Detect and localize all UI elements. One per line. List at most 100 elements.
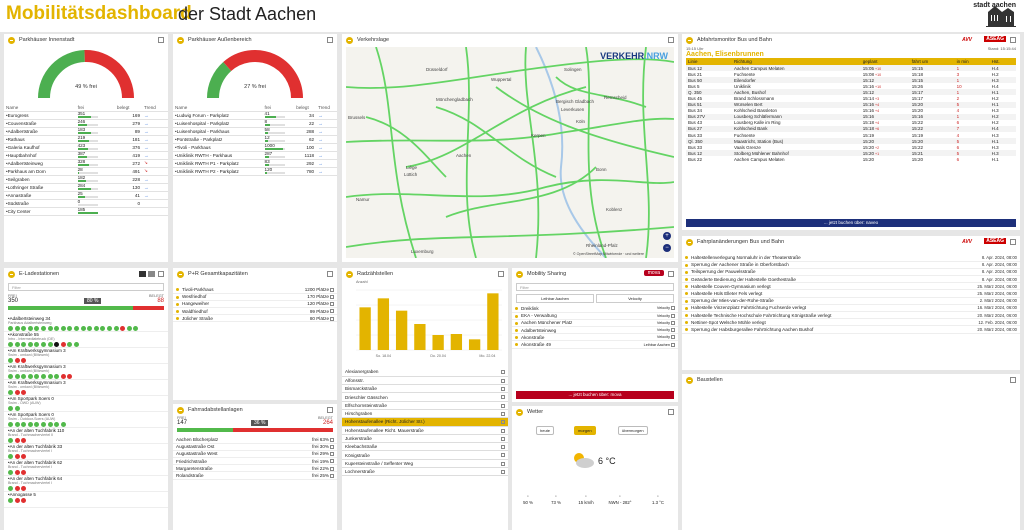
checkbox-icon[interactable]	[501, 428, 505, 433]
parking-row[interactable]: •Uniklinik RWTH - Parkhaus 287 1118 →	[173, 151, 337, 160]
change-row[interactable]: Haltestelle Couven-Gymnasium verlegt 25. …	[682, 282, 1020, 291]
change-row[interactable]: Sperrung der Habsburgerallee Fahrtrichtu…	[682, 325, 1020, 334]
change-row[interactable]: Sperrung der Mies-van-der-Rohe-Straße 2. …	[682, 297, 1020, 305]
station-item[interactable]: •An der alten Tuchfabrik 64 Brand - Tuchm…	[4, 476, 168, 492]
checkbox-icon[interactable]	[671, 306, 675, 311]
zoom-in-button[interactable]: +	[663, 232, 671, 240]
station-item[interactable]: •An der alten Tuchfabrik 33 Brand - Tuchm…	[4, 444, 168, 460]
checkbox-icon[interactable]	[671, 342, 675, 347]
checkbox-icon[interactable]	[501, 378, 505, 383]
departure-row[interactable]: Bus 5 Uniklinik 15:16+10 15:26 10 H.4	[686, 83, 1016, 89]
counter-row[interactable]: Alexianergraben	[342, 368, 508, 377]
checkbox-icon[interactable]	[501, 395, 505, 400]
checkbox-icon[interactable]	[330, 445, 334, 450]
widget-menu-button[interactable]	[327, 37, 333, 43]
checkbox-icon[interactable]	[330, 459, 334, 464]
checkbox-icon[interactable]	[501, 445, 505, 450]
sharing-row[interactable]: Akonstraße Velocity	[512, 333, 678, 342]
departure-row[interactable]: Bus 21 Fuchsente 15:08+10 15:18 3 H.2	[686, 71, 1016, 77]
departure-row[interactable]: Bus 50 Eilendorfer 15:12 15:15 1 H.3	[686, 77, 1016, 84]
departure-row[interactable]: Ql. 350 Maastricht, Station (Bus) 15:20 15:…	[686, 138, 1016, 145]
checkbox-icon[interactable]	[501, 453, 505, 458]
departure-row[interactable]: Bus 43 Lousberg Kalle im Ring 15:18+4 15:22…	[686, 120, 1016, 126]
counter-row[interactable]: Elfschornsteinstraße	[342, 401, 508, 411]
counter-row[interactable]: Königstraße	[342, 450, 508, 460]
parking-row[interactable]: •Pontstraße - Parkplatz 12 62 →	[173, 135, 337, 144]
checkbox-icon[interactable]	[671, 328, 675, 333]
departure-row[interactable]: Bus 33 Fuchsente 15:19 15:19 4 H.3	[686, 132, 1016, 138]
widget-menu-button[interactable]	[498, 271, 504, 277]
counter-row[interactable]: Hohenstaufenallee (Richt. Jülicher Str.)	[342, 417, 508, 427]
parking-row[interactable]: •Uniklinik RWTH P2 - Parkplatz 120 780 →	[173, 167, 337, 176]
weather-tab[interactable]: übermorgen	[618, 426, 648, 435]
counter-row[interactable]: Hohenstaufenallee Richt. Mauerstraße	[342, 426, 508, 435]
park-ride-row[interactable]: Wesfriedhof 170 Plätze	[173, 293, 337, 301]
parking-row[interactable]: •Adalbertsteinweg 328 272 ↘	[4, 159, 168, 168]
city-logo[interactable]: stadt aachen	[966, 2, 1016, 30]
sharing-row[interactable]: Akonstraße 49 Leihbar Aachen	[512, 340, 678, 349]
parking-row[interactable]: •Parkhaus am Dom 28 491 ↘	[4, 167, 168, 176]
checkbox-icon[interactable]	[330, 302, 334, 307]
widget-menu-button[interactable]	[1010, 239, 1016, 245]
parking-row[interactable]: •Luisenhospital - Parkhaus 58 288 →	[173, 127, 337, 136]
parking-row[interactable]: •Seilgraben 182 228 →	[4, 175, 168, 184]
departure-row[interactable]: Bus 22 Aachen Campus Melaten 15:20 15:20 6 H.…	[686, 156, 1016, 162]
checkbox-icon[interactable]	[501, 387, 505, 392]
checkbox-icon[interactable]	[330, 452, 334, 457]
parking-row[interactable]: •Luisenhospital - Parkplatz 8 22 →	[173, 119, 337, 128]
change-row[interactable]: Teilsperrung der Pauwelsstraße 8. Apr. 20…	[682, 268, 1020, 277]
widget-menu-button[interactable]	[668, 37, 674, 43]
sharing-filter-input[interactable]: Filter	[516, 283, 674, 291]
parking-row[interactable]: •Ludwig Forum - Parkplatz 41 34 →	[173, 111, 337, 120]
parking-row[interactable]: •Galeria Kaufhof 423 376 →	[4, 143, 168, 152]
change-row[interactable]: Haltestellenverlegung Normaluhr in der T…	[682, 254, 1020, 262]
list-view-icon[interactable]	[139, 271, 146, 277]
counter-bar[interactable]	[468, 339, 481, 350]
map-view-icon[interactable]	[148, 271, 155, 277]
counter-bar[interactable]	[414, 324, 426, 350]
counter-bar[interactable]	[359, 307, 371, 350]
counter-bar[interactable]	[432, 335, 444, 350]
change-row[interactable]: Sperrung der Aachener Straße in Oberfors…	[682, 261, 1020, 269]
station-item[interactable]: •Am Kraftwerksgymnasium 3 Swim - omkanl (…	[4, 380, 168, 396]
departure-row[interactable]: Bus 12 Aachen Campus Melaten 15:05+10 15:15…	[686, 65, 1016, 72]
station-item[interactable]: •Adalbertsteinweg 34 Parkhaus Adalbertste…	[4, 316, 168, 332]
park-ride-row[interactable]: Waldfriedhof 99 Plätze	[173, 307, 337, 316]
station-item[interactable]: •Am Kraftwerksgymnasium 3 Swim - omkanl (…	[4, 348, 168, 364]
checkbox-icon[interactable]	[501, 403, 505, 408]
departure-row[interactable]: Bus 51 Würselen Bert 15:16+4 15:20 5 H.1	[686, 101, 1016, 108]
widget-menu-button[interactable]	[327, 407, 333, 413]
bike-row[interactable]: Augustastraße Ost frei 30%	[173, 443, 337, 451]
checkbox-icon[interactable]	[671, 335, 675, 340]
bike-row[interactable]: Aachen Blücherplatz frei 63%	[173, 436, 337, 444]
park-ride-row[interactable]: Jülicher Straße 80 Plätze	[173, 314, 337, 323]
station-item[interactable]: •Akonstraße 55 Intro - Intermediatetruck …	[4, 332, 168, 348]
weather-tab[interactable]: heute	[536, 426, 555, 435]
mova-book-button[interactable]: ... jetzt buchen über: mova	[516, 391, 674, 399]
counter-bar[interactable]	[395, 310, 408, 350]
widget-menu-button[interactable]	[668, 271, 674, 277]
sharing-row[interactable]: Aachen Münchener Platz Velocity	[512, 319, 678, 328]
tab-velocity[interactable]: Velocity	[596, 294, 674, 303]
counter-row[interactable]: Alfonsstr.	[342, 376, 508, 386]
weather-tab[interactable]: morgen	[574, 426, 596, 435]
checkbox-icon[interactable]	[501, 411, 505, 416]
station-item[interactable]: •An der alten Tuchfabrik 62 Brand - Tuchm…	[4, 460, 168, 476]
parking-row[interactable]: •Annastraße 25 41 →	[4, 191, 168, 200]
checkbox-icon[interactable]	[330, 466, 334, 471]
checkbox-icon[interactable]	[330, 437, 334, 442]
checkbox-icon[interactable]	[330, 287, 334, 292]
station-item[interactable]: •Am Sportpark Soers 0 Swim - Outdoor-Soer…	[4, 412, 168, 428]
checkbox-icon[interactable]	[330, 295, 334, 300]
map-attribution[interactable]: © OpenStreetMap Mitwirkende · und weiter…	[573, 252, 644, 256]
checkbox-icon[interactable]	[330, 316, 334, 321]
departure-row[interactable]: Bus 27 Kohlscheid Bank 15:18+6 15:22 7 H.4	[686, 125, 1016, 133]
station-item[interactable]: •An der alten Tuchfabrik 110 Brand - Tuch…	[4, 428, 168, 444]
parking-row[interactable]: •Uniklinik RWTH P1 - Parkplatz 83 292 →	[173, 159, 337, 168]
parking-row[interactable]: •Couvenstraße 246 279 →	[4, 119, 168, 128]
parking-row[interactable]: •Rathaus 219 181 →	[4, 135, 168, 144]
bike-row[interactable]: Rolandstraße frei 25%	[173, 471, 337, 480]
change-row[interactable]: Haltestelle Vinzenzplatz Fahrtrichtung F…	[682, 304, 1020, 313]
checkbox-icon[interactable]	[671, 313, 675, 318]
change-row[interactable]: Haltestelle Hüls Elleter Fels verlegt 25.…	[682, 289, 1020, 298]
